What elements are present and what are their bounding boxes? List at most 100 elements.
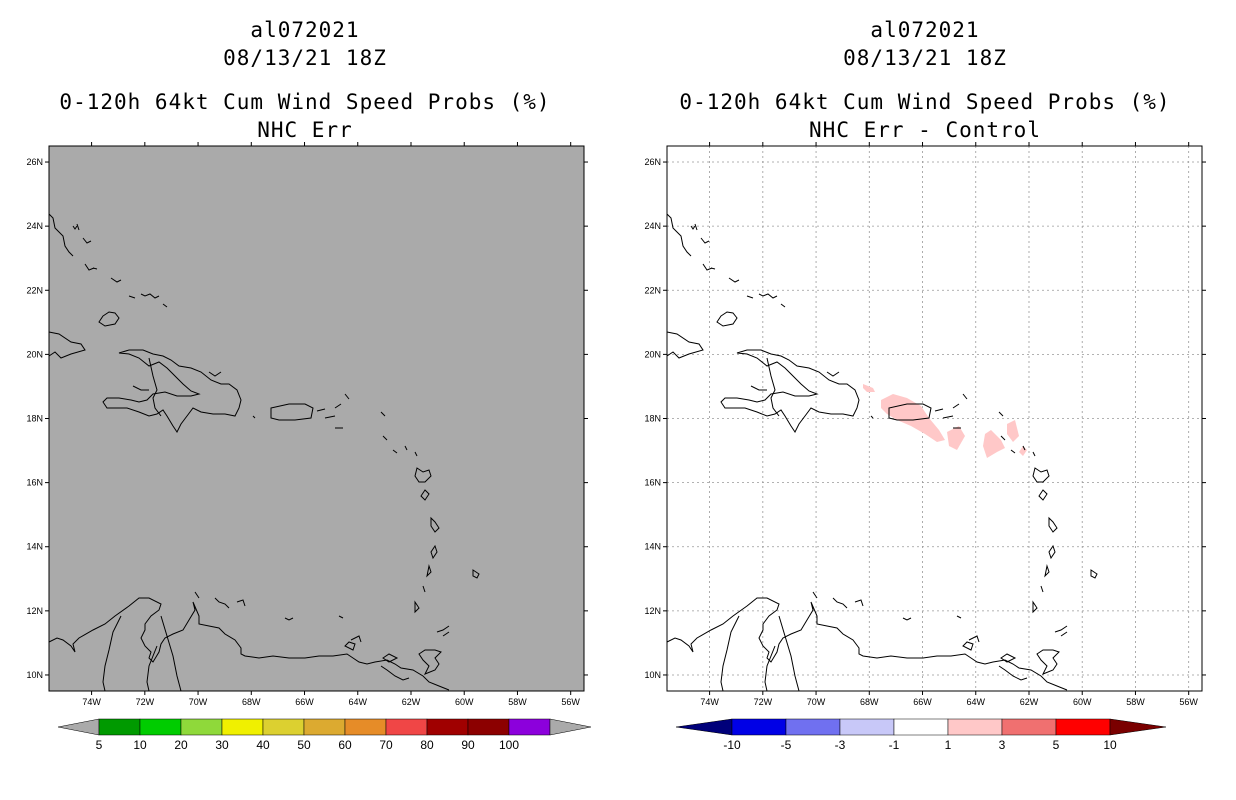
lon-tick-label: 64W — [966, 697, 985, 707]
right-storm-id: al072021 — [870, 18, 980, 42]
lon-tick-label: 60W — [455, 697, 474, 707]
lon-tick-label: 70W — [807, 697, 826, 707]
colorbar-label: 90 — [461, 738, 475, 752]
colorbar-label: 5 — [1053, 738, 1060, 752]
lat-tick-label: 10N — [644, 670, 661, 680]
lon-tick-label: 72W — [136, 697, 155, 707]
lat-tick-label: 20N — [26, 349, 43, 359]
right-axis-ticks: 26N 24N 22N 20N 18N 16N 14N 12N 10N 74W 72W 70W 68W 6… — [644, 142, 1206, 707]
right-product-title: 0-120h 64kt Cum Wind Speed Probs (%) — [679, 90, 1171, 114]
colorbar-label: 10 — [1103, 738, 1117, 752]
colorbar-label: 70 — [379, 738, 393, 752]
right-subtitle: NHC Err - Control — [809, 118, 1041, 142]
lon-tick-label: 62W — [402, 697, 421, 707]
colorbar-swatch — [508, 718, 551, 736]
lon-tick-label: 64W — [348, 697, 367, 707]
colorbar-swatch — [221, 718, 264, 736]
lon-tick-label: 74W — [700, 697, 719, 707]
colorbar-low-arrow — [675, 718, 733, 736]
colorbar-label: 20 — [174, 738, 188, 752]
colorbar-label: 30 — [215, 738, 229, 752]
colorbar-swatch — [385, 718, 428, 736]
lat-tick-label: 14N — [644, 542, 661, 552]
shading-patch-east-3 — [1019, 446, 1027, 456]
lat-tick-label: 10N — [26, 670, 43, 680]
left-storm-id: al072021 — [250, 18, 360, 42]
colorbar-swatch — [98, 718, 141, 736]
lon-tick-label: 72W — [754, 697, 773, 707]
colorbar-label: -10 — [723, 738, 741, 752]
lon-tick-label: 66W — [913, 697, 932, 707]
left-map-background — [49, 146, 584, 691]
lat-tick-label: 14N — [26, 542, 43, 552]
colorbar-swatch — [139, 718, 182, 736]
colorbar-swatch — [344, 718, 387, 736]
colorbar-label: 100 — [499, 738, 519, 752]
colorbar-swatch — [947, 718, 1003, 736]
lat-tick-label: 16N — [644, 478, 661, 488]
lat-tick-label: 26N — [644, 157, 661, 167]
colorbar-label: -1 — [889, 738, 900, 752]
lat-tick-label: 22N — [26, 285, 43, 295]
colorbar-swatch — [1001, 718, 1057, 736]
left-product-title: 0-120h 64kt Cum Wind Speed Probs (%) — [59, 90, 551, 114]
right-datetime: 08/13/21 18Z — [843, 46, 1007, 70]
colorbar-label: 60 — [338, 738, 352, 752]
colorbar-high-arrow — [1109, 718, 1167, 736]
colorbar-low-arrow — [57, 718, 100, 736]
left-colorbar: 5 10 20 30 40 50 60 70 80 90 100 — [57, 718, 592, 752]
colorbar-label: -3 — [835, 738, 846, 752]
colorbar-label: 50 — [297, 738, 311, 752]
colorbar-swatch — [839, 718, 895, 736]
colorbar-swatch — [467, 718, 510, 736]
right-map: 26N 24N 22N 20N 18N 16N 14N 12N 10N 74W 72W 70W 68W 6… — [644, 142, 1206, 707]
colorbar-swatch — [731, 718, 787, 736]
colorbar-high-arrow — [549, 718, 592, 736]
lon-tick-label: 66W — [295, 697, 314, 707]
lon-tick-label: 56W — [1179, 697, 1198, 707]
shading-patch-west — [863, 384, 875, 392]
lat-tick-label: 26N — [26, 157, 43, 167]
lon-tick-label: 68W — [242, 697, 261, 707]
lat-tick-label: 24N — [26, 221, 43, 231]
colorbar-label: 80 — [420, 738, 434, 752]
lat-tick-label: 12N — [644, 606, 661, 616]
colorbar-swatch — [1055, 718, 1111, 736]
lon-tick-label: 74W — [82, 697, 101, 707]
lon-tick-label: 58W — [508, 697, 527, 707]
colorbar-swatch — [893, 718, 949, 736]
lat-tick-label: 20N — [644, 349, 661, 359]
shading-patch-central — [947, 426, 965, 450]
colorbar-swatch — [262, 718, 305, 736]
lat-tick-label: 22N — [644, 285, 661, 295]
lon-tick-label: 68W — [860, 697, 879, 707]
colorbar-swatch — [303, 718, 346, 736]
lon-tick-label: 70W — [189, 697, 208, 707]
colorbar-label: 10 — [133, 738, 147, 752]
lat-tick-label: 16N — [26, 478, 43, 488]
lat-tick-label: 18N — [26, 414, 43, 424]
colorbar-swatch — [426, 718, 469, 736]
left-axis-ticks: 26N 24N 22N 20N 18N 16N 14N 12N 10N 74W 72W 70W 68W 6… — [26, 142, 588, 707]
lat-tick-label: 12N — [26, 606, 43, 616]
lat-tick-label: 24N — [644, 221, 661, 231]
shading-patch-east-1 — [983, 430, 1005, 458]
left-datetime: 08/13/21 18Z — [223, 46, 387, 70]
right-gridlines — [667, 146, 1202, 691]
right-colorbar: -10 -5 -3 -1 1 3 5 10 — [675, 718, 1167, 752]
lon-tick-label: 56W — [561, 697, 580, 707]
lon-tick-label: 58W — [1126, 697, 1145, 707]
colorbar-label: 5 — [96, 738, 103, 752]
shading-patch-east-2 — [1007, 420, 1019, 442]
colorbar-swatch — [180, 718, 223, 736]
lat-tick-label: 18N — [644, 414, 661, 424]
lon-tick-label: 62W — [1020, 697, 1039, 707]
left-map: 26N 24N 22N 20N 18N 16N 14N 12N 10N 74W 72W 70W 68W 6… — [26, 142, 588, 707]
colorbar-label: 40 — [256, 738, 270, 752]
left-subtitle: NHC Err — [257, 118, 353, 142]
colorbar-swatch — [785, 718, 841, 736]
lon-tick-label: 60W — [1073, 697, 1092, 707]
colorbar-label: -5 — [781, 738, 792, 752]
colorbar-label: 1 — [945, 738, 952, 752]
